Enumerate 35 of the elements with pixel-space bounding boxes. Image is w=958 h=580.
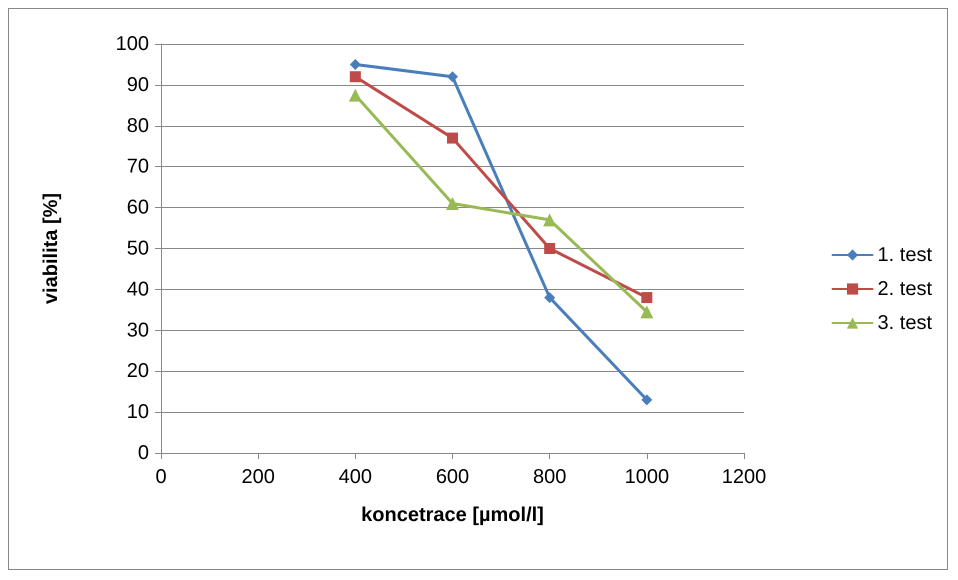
point bbox=[447, 132, 458, 144]
y-axis-title: viabilita [%] bbox=[40, 192, 62, 304]
x-tick-label: 400 bbox=[338, 466, 372, 488]
y-tick-label: 10 bbox=[126, 401, 149, 424]
point bbox=[447, 71, 458, 82]
y-tick-label: 80 bbox=[126, 114, 149, 137]
legend-label: 2. test bbox=[878, 278, 932, 300]
point bbox=[350, 58, 361, 70]
x-axis-title: koncetrace [µmol/l] bbox=[361, 504, 544, 526]
y-tick-label: 0 bbox=[138, 442, 149, 464]
y-tick-label: 30 bbox=[126, 319, 149, 342]
y-tick-label: 40 bbox=[126, 278, 149, 300]
point bbox=[446, 197, 459, 210]
y-tick-label: 100 bbox=[116, 33, 149, 55]
point bbox=[350, 71, 361, 82]
x-tick-label: 1200 bbox=[722, 466, 766, 488]
point bbox=[640, 305, 654, 318]
y-tick-label: 70 bbox=[126, 156, 149, 178]
x-tick-label: 0 bbox=[155, 466, 167, 488]
x-tick-label: 200 bbox=[241, 466, 275, 488]
point bbox=[641, 292, 652, 304]
y-tick-label: 20 bbox=[126, 360, 149, 382]
point bbox=[544, 243, 556, 254]
point bbox=[543, 213, 556, 226]
legend-label: 1. test bbox=[878, 244, 932, 266]
x-tick-label: 800 bbox=[532, 466, 566, 488]
point bbox=[348, 88, 362, 102]
point bbox=[544, 292, 556, 304]
y-tick-label: 50 bbox=[126, 238, 149, 260]
x-tick-label: 1000 bbox=[624, 466, 670, 488]
point bbox=[641, 394, 652, 406]
y-tick-label: 60 bbox=[126, 196, 149, 219]
legend-label: 3. test bbox=[878, 312, 932, 334]
y-tick-label: 90 bbox=[126, 74, 149, 96]
x-tick-label: 600 bbox=[436, 466, 470, 488]
